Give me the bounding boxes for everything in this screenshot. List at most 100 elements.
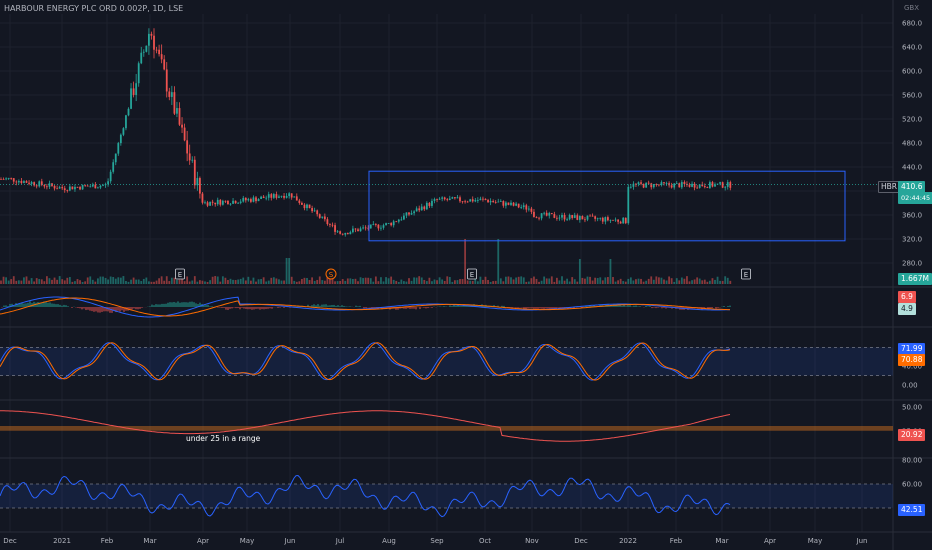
volume-bar — [441, 279, 444, 284]
volume-bar — [346, 278, 349, 284]
macd-histogram-bar — [225, 307, 227, 310]
macd-histogram-bar — [329, 305, 331, 307]
macd-histogram-bar — [467, 305, 469, 307]
volume-bar — [97, 278, 99, 284]
macd-histogram-bar — [29, 301, 31, 307]
candle-body — [645, 182, 648, 188]
macd-histogram-bar — [35, 302, 37, 307]
candle-body — [33, 182, 36, 186]
macd-histogram-bar — [323, 304, 325, 307]
macd-histogram-bar — [493, 305, 495, 307]
volume-bar — [165, 276, 168, 284]
macd-histogram-bar — [121, 307, 123, 311]
time-tick-5: May — [240, 537, 254, 545]
macd-histogram-bar — [53, 303, 55, 307]
macd-histogram-bar — [103, 307, 105, 312]
candle-body — [721, 182, 724, 188]
volume-bar — [140, 281, 143, 284]
macd-histogram-bar — [593, 305, 595, 307]
candle-body — [512, 202, 515, 206]
price-tick-5: 480.0 — [902, 140, 922, 148]
macd-histogram-bar — [723, 305, 725, 307]
volume-bar — [403, 281, 405, 284]
candle-body — [122, 128, 125, 135]
macd-histogram-bar — [431, 307, 433, 308]
candle-body — [46, 186, 48, 188]
macd-histogram-bar — [101, 307, 103, 312]
volume-bar — [68, 277, 71, 284]
macd-histogram-bar — [233, 307, 235, 308]
macd-histogram-bar — [263, 307, 265, 310]
range-box — [368, 170, 846, 242]
candle-body — [28, 182, 30, 184]
volume-bar — [234, 280, 237, 284]
volume-bar — [265, 281, 268, 284]
candle-body — [724, 186, 727, 188]
macd-histogram-bar — [191, 301, 193, 307]
candle-body — [97, 187, 99, 189]
macd-histogram-bar — [163, 303, 165, 307]
volume-bar — [181, 278, 183, 284]
macd-histogram-bar — [509, 307, 511, 308]
volume-bar — [540, 280, 543, 284]
macd-histogram-bar — [5, 305, 7, 307]
macd-histogram-bar — [59, 304, 61, 307]
candle-body — [285, 196, 288, 198]
time-tick-12: Dec — [574, 537, 588, 545]
candle-body — [247, 199, 250, 201]
macd-histogram-bar — [175, 302, 177, 307]
volume-bar — [464, 239, 466, 284]
macd-histogram-bar — [409, 307, 411, 309]
macd-histogram-bar — [537, 307, 539, 309]
candle-body — [499, 201, 502, 202]
volume-bar — [112, 277, 115, 284]
candle-body — [295, 196, 298, 201]
volume-bar — [283, 280, 285, 284]
time-tick-17: May — [808, 537, 822, 545]
candle-body — [232, 200, 234, 204]
candle-body — [446, 199, 449, 201]
candle-body — [578, 216, 581, 220]
volume-bar — [206, 281, 209, 284]
candle-body — [487, 199, 489, 203]
volume-bar — [46, 276, 48, 284]
candle-body — [709, 182, 711, 188]
candle-body — [652, 184, 655, 188]
volume-bar — [204, 281, 206, 284]
candle-body — [362, 227, 364, 229]
candle-body — [494, 202, 497, 203]
candle-body — [199, 178, 201, 194]
volume-bar — [469, 280, 472, 284]
candle-body — [61, 187, 64, 189]
macd-signal-line — [0, 297, 730, 317]
volume-bar — [543, 276, 546, 284]
macd-histogram-bar — [43, 301, 45, 307]
candle-body — [66, 190, 69, 191]
candle-body — [178, 108, 181, 125]
macd-histogram-bar — [81, 307, 83, 310]
candle-body — [469, 199, 472, 202]
macd-histogram-bar — [27, 302, 29, 307]
macd-histogram-bar — [559, 307, 561, 309]
candle-body — [354, 228, 357, 230]
volume-bar — [48, 278, 51, 284]
volume-bar — [688, 281, 691, 284]
volume-bar — [170, 277, 173, 284]
volume-bar — [295, 281, 298, 284]
volume-bar — [425, 281, 428, 284]
candle-body — [425, 202, 428, 210]
volume-bar — [517, 276, 520, 284]
macd-histogram-bar — [449, 305, 451, 307]
volume-bar — [637, 278, 640, 284]
candle-body — [655, 184, 658, 185]
pane-tick-rsi-0: 80.00 — [902, 457, 922, 465]
macd-histogram-bar — [381, 307, 383, 310]
volume-bar — [428, 277, 431, 284]
volume-bar — [533, 276, 535, 284]
macd-histogram-bar — [645, 305, 647, 307]
candle-body — [665, 183, 668, 185]
macd-histogram-bar — [517, 307, 519, 308]
candle-body — [584, 219, 586, 221]
volume-bar — [624, 281, 627, 284]
